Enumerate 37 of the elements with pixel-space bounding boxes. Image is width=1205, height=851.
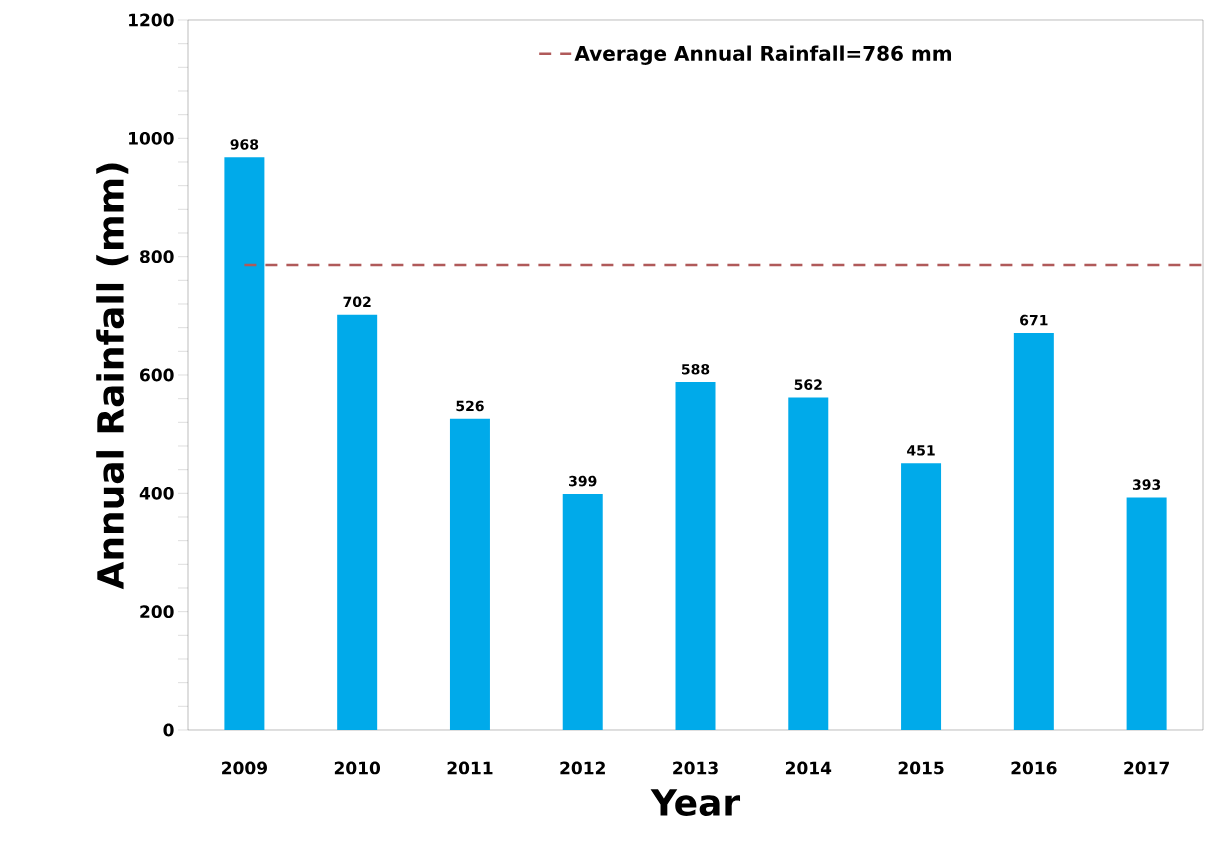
y-tick-label: 600 [140, 368, 174, 382]
data-label: 702 [343, 296, 371, 308]
y-tick-label: 800 [140, 250, 174, 264]
x-tick-label: 2010 [334, 761, 381, 775]
data-label: 968 [230, 139, 259, 150]
bar [788, 397, 829, 730]
y-tick-label: 1200 [129, 13, 174, 27]
data-label: 588 [681, 363, 710, 375]
x-tick-label: 2011 [447, 761, 493, 775]
data-label: 562 [794, 379, 822, 390]
bar [1126, 497, 1167, 730]
data-label: 526 [456, 400, 484, 412]
data-label: 399 [569, 475, 597, 487]
bar [901, 463, 942, 730]
legend-label: Average Annual Rainfall=786 mm [574, 45, 952, 65]
x-tick-label: 2014 [785, 761, 832, 775]
y-axis-title: Annual Rainfall (mm) [96, 163, 129, 590]
data-label: 451 [907, 445, 935, 456]
x-tick-label: 2015 [898, 761, 944, 775]
x-tick-label: 2012 [560, 761, 605, 775]
data-label: 393 [1132, 479, 1161, 490]
y-tick-label: 200 [140, 605, 174, 619]
x-tick-label: 2009 [222, 761, 267, 775]
y-tick-label: 0 [163, 723, 174, 737]
data-label: 671 [1020, 314, 1048, 326]
bar [337, 314, 378, 730]
bar [562, 493, 603, 730]
x-tick-label: 2016 [1011, 761, 1057, 775]
x-axis-title: Year [650, 789, 741, 816]
bar [675, 382, 716, 730]
x-tick-label: 2013 [673, 761, 718, 775]
y-tick-label: 400 [139, 486, 174, 500]
x-tick-label: 2017 [1124, 761, 1169, 775]
bar [224, 157, 265, 730]
bar [449, 418, 490, 730]
bar [1013, 332, 1054, 730]
y-tick-label: 1000 [129, 131, 174, 145]
